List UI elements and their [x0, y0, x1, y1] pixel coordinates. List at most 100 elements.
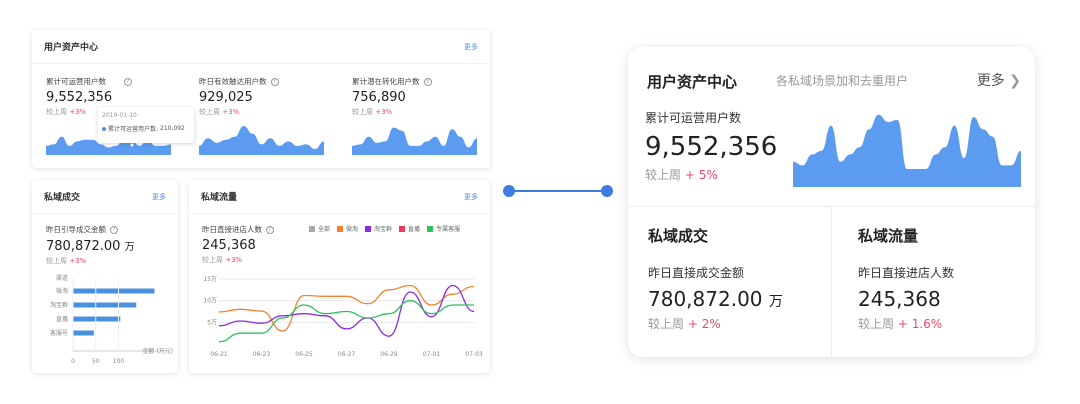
x-tick-label: 06-21 — [210, 351, 228, 358]
compare-value: + 1.6% — [897, 317, 943, 331]
sparkline-potential-users[interactable] — [352, 123, 477, 155]
compare-label: 较上周 — [46, 108, 67, 116]
compare-label: 较上周 — [202, 256, 223, 264]
traffic-section: 私域流量 昨日直接进店人数 245,368 较上周 + 1.6% — [858, 225, 954, 332]
tooltip-series: 累计可运营用户数: — [108, 126, 159, 133]
legend-swatch-icon — [337, 226, 344, 232]
x-tick-label: 100 — [113, 358, 125, 365]
x-tick-label: 06-29 — [380, 351, 398, 358]
compare-label: 较上周 — [648, 317, 685, 331]
sparkline-operable-users[interactable] — [793, 111, 1021, 187]
series-line — [218, 300, 474, 343]
x-tick-label: 0 — [71, 358, 75, 365]
legend-item[interactable]: 淘宝群 — [365, 224, 392, 233]
card-title: 用户资产中心 — [44, 43, 99, 53]
legend-label: 全部 — [318, 226, 331, 233]
legend-label: 直播 — [408, 226, 421, 233]
bar — [73, 302, 137, 308]
legend-label: 专属客服 — [436, 226, 461, 233]
x-tick-label: 06-23 — [253, 351, 271, 358]
y-tick-label: 10万 — [203, 298, 217, 305]
compare-label: 较上周 — [645, 168, 682, 182]
sparkline-area — [793, 114, 1021, 187]
more-link[interactable]: 更多 — [152, 192, 166, 201]
category-label: 直播 — [56, 315, 68, 323]
help-icon[interactable]: ? — [270, 77, 279, 86]
metric-value: 245,368 — [858, 287, 941, 311]
compare-label: 较上周 — [858, 317, 895, 331]
more-link[interactable]: 更多 — [464, 42, 478, 51]
compare-value: +3% — [222, 108, 240, 116]
hover-point — [129, 142, 135, 148]
metric-value: 780,872.00 — [46, 239, 121, 254]
compare-value: +3% — [225, 256, 243, 264]
compare-value: +3% — [69, 257, 87, 265]
chevron-right-icon: ❯ — [1009, 73, 1021, 89]
y-tick-label: 5万 — [207, 319, 217, 326]
category-label: 淘宝群 — [50, 301, 68, 309]
y-tick-label: 15万 — [203, 276, 217, 283]
card-subtitle: 各私域场景加和去重用户 — [776, 74, 909, 88]
unit: 万 — [768, 294, 783, 310]
divider — [628, 206, 1035, 207]
compare-label: 较上周 — [352, 108, 373, 116]
sparkline-reached-users[interactable] — [199, 123, 324, 155]
metric-label: 累计潜在转化用户数 — [352, 77, 420, 86]
compare-value: + 5% — [684, 168, 718, 182]
x-axis-label: 金额 (万元) — [142, 347, 173, 355]
section-title: 私域流量 — [858, 227, 919, 245]
sparkline-operable-users[interactable] — [46, 123, 171, 155]
legend-label: 微淘 — [346, 226, 359, 233]
sparkline-area — [46, 136, 171, 155]
deals-card: 私域成交 更多 昨日引导成交金额? 780,872.00 万 较上周 +3% 渠道… — [32, 180, 178, 373]
metric-value: 780,872.00 — [648, 287, 763, 311]
metric-value: 245,368 — [202, 238, 256, 253]
help-icon[interactable]: ? — [110, 225, 118, 234]
legend-item[interactable]: 直播 — [399, 224, 420, 233]
legend-swatch-icon — [365, 226, 372, 232]
legend-item[interactable]: 微淘 — [337, 224, 358, 233]
x-tick-label: 50 — [92, 358, 100, 365]
more-link[interactable]: 更多 ❯ — [977, 70, 1021, 90]
card-title: 私域流量 — [201, 193, 238, 203]
x-tick-label: 06-27 — [338, 351, 356, 358]
more-link[interactable]: 更多 — [464, 192, 478, 201]
traffic-card: 私域流量 更多 昨日直接进店人数? 245,368 较上周 +3% 全部 微淘 淘宝群… — [189, 180, 490, 373]
help-icon[interactable]: ? — [266, 225, 274, 234]
connector-start-dot — [503, 185, 515, 197]
metric-label: 昨日引导成交金额 — [46, 225, 106, 234]
legend-item[interactable]: 专属客服 — [427, 224, 460, 233]
metric-value: 756,890 — [352, 90, 406, 105]
traffic-line-chart: 5万 10万 15万 06-21 06-23 06-25 06-27 06-29 07-01 07… — [203, 276, 483, 358]
bar — [73, 316, 121, 322]
connector-end-dot — [601, 185, 613, 197]
help-icon[interactable]: ? — [423, 77, 432, 86]
legend-item[interactable]: 全部 — [309, 224, 330, 233]
compare-value: +3% — [69, 108, 87, 116]
metric-label: 昨日直接进店人数 — [858, 266, 955, 280]
connector — [503, 185, 613, 197]
metric-label: 累计可运营用户数 — [645, 111, 742, 125]
metric-value: 9,552,356 — [645, 132, 778, 162]
card-title: 私域成交 — [44, 193, 81, 203]
sparkline-area — [199, 126, 324, 155]
compare-label: 较上周 — [199, 108, 220, 116]
tooltip-date: 2019-01-10 — [102, 112, 137, 119]
sparkline-area — [352, 127, 477, 155]
chart-tooltip: 2019-01-10 累计可运营用户数: 210,092 — [98, 107, 194, 143]
series-line — [218, 284, 475, 337]
deals-section: 私域成交 昨日直接成交金额 780,872.00 万 较上周 + 2% — [648, 225, 783, 332]
section-title: 私域成交 — [648, 227, 709, 245]
tooltip-value: 210,092 — [160, 125, 185, 132]
x-tick-label: 07-03 — [465, 351, 483, 358]
help-icon[interactable]: ? — [124, 77, 132, 86]
user-assets-card: 用户资产中心 更多 累计可运营用户数? 9,552,356 较上周 +3% 昨日有… — [32, 30, 490, 168]
legend-swatch-icon — [427, 226, 434, 232]
compare-value: + 2% — [687, 317, 721, 331]
divider — [831, 207, 832, 357]
metric-label: 昨日有效触达用户数 — [199, 77, 267, 86]
metric-potential-users: 累计潜在转化用户数? 756,890 较上周 +3% — [352, 76, 432, 117]
compare-label: 较上周 — [46, 257, 67, 265]
metric-operable-users: 累计可运营用户数? 9,552,356 较上周 +3% — [46, 76, 132, 117]
